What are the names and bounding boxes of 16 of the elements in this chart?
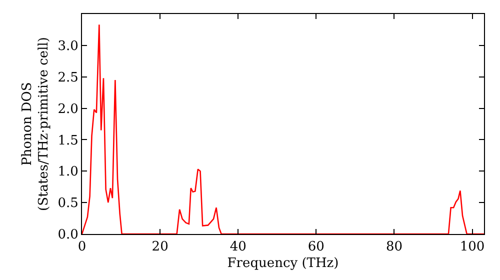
y-tick-label: 1.5 <box>58 133 78 148</box>
y-tick-label: 2.5 <box>58 70 78 86</box>
y-tick-label: 1.0 <box>58 164 78 180</box>
x-tick-label: 100 <box>460 240 485 255</box>
x-tick-label: 40 <box>230 240 246 255</box>
x-tick-label: 20 <box>152 240 168 255</box>
y-tick-label: 3.0 <box>58 38 78 54</box>
line-series <box>82 24 484 234</box>
x-axis-title: Frequency (THz) <box>227 256 339 272</box>
x-tick-label: 0 <box>78 240 86 255</box>
y-tick-label: 0.5 <box>58 196 78 212</box>
y-tick-label: 2.0 <box>58 102 78 117</box>
y-tick-label: 0.0 <box>58 228 78 243</box>
y-axis-title: Phonon DOS (States/THz·primitive cell) <box>20 36 52 212</box>
x-tick-label: 60 <box>308 240 324 255</box>
x-tick-label: 80 <box>386 240 403 255</box>
